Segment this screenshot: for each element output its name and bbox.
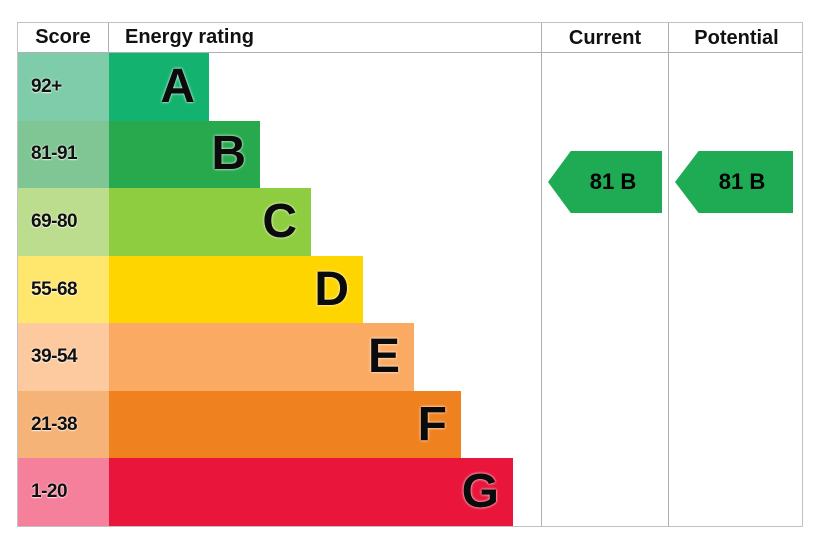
band-row-c: 69-80 C <box>18 188 541 256</box>
band-row-d: 55-68 D <box>18 255 541 324</box>
band-b-score-range: 81-91 <box>18 120 109 189</box>
band-e-bar: E <box>109 323 414 391</box>
band-row-e: 39-54 E <box>18 323 541 391</box>
band-e-letter: E <box>367 330 400 384</box>
potential-rating-value: 81 B <box>718 169 766 194</box>
band-d-score-range: 55-68 <box>18 255 109 324</box>
band-rows: 92+ A 81-91 B 69-80 C 55-68 D 39-54 E 21… <box>18 53 541 527</box>
band-a-score-range: 92+ <box>18 53 109 121</box>
band-c-bar: C <box>109 188 311 256</box>
band-g-bar: G <box>109 458 513 527</box>
band-f-bar: F <box>109 390 461 459</box>
header-energy-rating: Energy rating <box>125 26 254 48</box>
header-score: Score <box>18 23 109 52</box>
band-row-b: 81-91 B <box>18 120 541 189</box>
band-g-letter: G <box>461 465 499 519</box>
current-rating-value: 81 B <box>589 169 637 194</box>
header-potential: Potential <box>694 26 779 49</box>
band-d-letter: D <box>314 262 349 316</box>
band-f-score-range: 21-38 <box>18 390 109 459</box>
header-current: Current <box>568 26 642 49</box>
potential-column: Potential 81 B <box>668 23 804 526</box>
band-e-score-range: 39-54 <box>18 323 109 391</box>
band-row-g: 1-20 G <box>18 458 541 527</box>
band-f-letter: F <box>417 397 447 451</box>
table-header-row: Score Energy rating <box>18 23 802 53</box>
band-b-bar: B <box>109 120 260 189</box>
band-row-f: 21-38 F <box>18 390 541 459</box>
band-c-score-range: 69-80 <box>18 188 109 256</box>
current-column: Current 81 B <box>541 23 668 526</box>
band-c-letter: C <box>262 194 297 248</box>
band-a-bar: A <box>109 53 209 121</box>
current-rating-arrow: 81 B <box>548 151 662 213</box>
band-g-score-range: 1-20 <box>18 458 109 527</box>
band-a-letter: A <box>160 59 195 113</box>
band-b-letter: B <box>211 127 246 181</box>
epc-table: Score Energy rating 92+ A 81-91 B 69-80 … <box>17 22 803 527</box>
band-row-a: 92+ A <box>18 53 541 121</box>
band-d-bar: D <box>109 255 363 324</box>
potential-rating-arrow: 81 B <box>675 151 793 213</box>
